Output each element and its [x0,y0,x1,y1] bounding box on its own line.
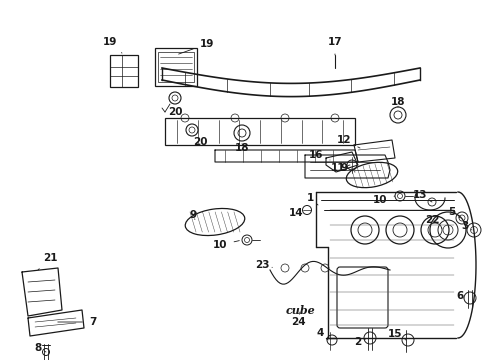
Text: 9: 9 [189,210,196,220]
Text: 2: 2 [354,337,365,347]
Text: 14: 14 [288,208,303,218]
Text: 9: 9 [340,163,354,173]
Bar [155,48,197,86]
Text: 20: 20 [167,107,182,117]
Text: 19: 19 [178,39,214,54]
Text: 13: 13 [412,190,431,202]
Text: 8: 8 [34,343,46,353]
Text: 11: 11 [330,163,349,173]
Text: 7: 7 [58,317,97,327]
Bar [110,55,138,87]
Text: 23: 23 [254,260,272,270]
Bar [164,118,354,145]
Text: 24: 24 [290,312,305,327]
Text: 3: 3 [461,221,471,231]
Text: 6: 6 [455,291,463,301]
Text: 12: 12 [336,135,359,148]
Text: 20: 20 [192,137,207,147]
Text: 17: 17 [327,37,342,55]
Text: 10: 10 [212,240,239,250]
Text: 19: 19 [102,37,122,53]
Text: 15: 15 [387,329,405,340]
Text: 1: 1 [306,193,317,205]
Text: 18: 18 [234,143,249,153]
Text: 5: 5 [447,207,459,218]
Text: 10: 10 [372,195,394,205]
Text: 18: 18 [390,97,405,107]
Bar [158,52,194,82]
Text: 21: 21 [38,253,57,270]
Text: 16: 16 [308,150,329,160]
Text: cube: cube [285,305,314,315]
Text: 4: 4 [316,328,327,340]
Text: 22: 22 [424,215,441,228]
